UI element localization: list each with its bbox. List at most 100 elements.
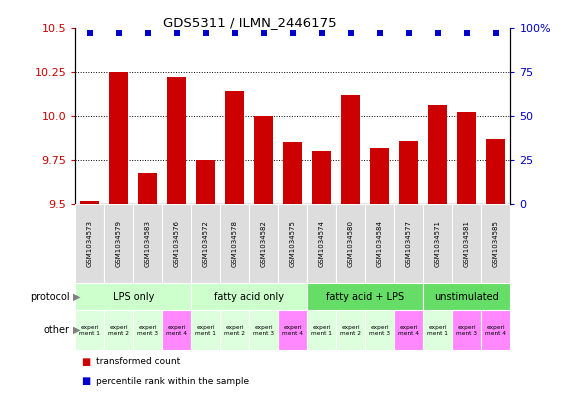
Text: ■: ■ — [81, 376, 90, 386]
Bar — [191, 204, 220, 283]
Bar — [307, 283, 423, 310]
Text: protocol: protocol — [30, 292, 70, 302]
Text: experi
ment 3: experi ment 3 — [253, 325, 274, 336]
Bar — [307, 310, 336, 350]
Bar — [423, 204, 452, 283]
Bar — [191, 283, 307, 310]
Text: experi
ment 3: experi ment 3 — [456, 325, 477, 336]
Bar — [487, 139, 505, 204]
Bar — [75, 204, 104, 283]
Text: experi
ment 2: experi ment 2 — [108, 325, 129, 336]
Text: GDS5311 / ILMN_2446175: GDS5311 / ILMN_2446175 — [162, 16, 336, 29]
Bar — [168, 77, 186, 204]
Text: experi
ment 1: experi ment 1 — [79, 325, 100, 336]
Text: LPS only: LPS only — [113, 292, 154, 302]
Text: GSM1034571: GSM1034571 — [435, 220, 441, 267]
Bar — [81, 201, 99, 204]
Bar — [191, 310, 220, 350]
Bar — [133, 310, 162, 350]
Text: GSM1034581: GSM1034581 — [464, 220, 470, 267]
Bar — [104, 310, 133, 350]
Point — [491, 29, 501, 36]
Text: GSM1034572: GSM1034572 — [203, 220, 209, 267]
Bar — [423, 310, 452, 350]
Bar — [313, 151, 331, 204]
Bar — [481, 310, 510, 350]
Bar — [394, 204, 423, 283]
Text: GSM1034573: GSM1034573 — [87, 220, 93, 267]
Point — [85, 29, 95, 36]
Text: ■: ■ — [81, 356, 90, 367]
Text: GSM1034583: GSM1034583 — [145, 220, 151, 267]
Text: GSM1034584: GSM1034584 — [377, 220, 383, 267]
Text: GSM1034574: GSM1034574 — [319, 220, 325, 267]
Bar — [394, 310, 423, 350]
Bar — [226, 91, 244, 204]
Bar — [429, 105, 447, 204]
Bar — [284, 142, 302, 204]
Bar — [139, 173, 157, 204]
Bar — [249, 310, 278, 350]
Text: GSM1034578: GSM1034578 — [232, 220, 238, 267]
Text: GSM1034576: GSM1034576 — [174, 220, 180, 267]
Text: experi
ment 2: experi ment 2 — [224, 325, 245, 336]
Text: GSM1034575: GSM1034575 — [290, 220, 296, 267]
Point — [404, 29, 414, 36]
Bar — [365, 204, 394, 283]
Bar — [452, 310, 481, 350]
Point — [375, 29, 385, 36]
Point — [172, 29, 182, 36]
Bar — [342, 95, 360, 204]
Bar — [365, 310, 394, 350]
Bar — [278, 204, 307, 283]
Bar — [255, 116, 273, 204]
Text: ▶: ▶ — [72, 325, 80, 335]
Bar — [133, 204, 162, 283]
Bar — [458, 112, 476, 204]
Bar — [452, 204, 481, 283]
Text: experi
ment 3: experi ment 3 — [137, 325, 158, 336]
Text: experi
ment 4: experi ment 4 — [398, 325, 419, 336]
Point — [259, 29, 269, 36]
Text: fatty acid only: fatty acid only — [215, 292, 284, 302]
Bar — [162, 204, 191, 283]
Bar — [481, 204, 510, 283]
Text: GSM1034579: GSM1034579 — [116, 220, 122, 267]
Point — [288, 29, 298, 36]
Text: experi
ment 4: experi ment 4 — [282, 325, 303, 336]
Text: unstimulated: unstimulated — [434, 292, 499, 302]
Text: ▶: ▶ — [72, 292, 80, 302]
Text: experi
ment 2: experi ment 2 — [340, 325, 361, 336]
Bar — [220, 204, 249, 283]
Bar — [110, 72, 128, 204]
Text: experi
ment 1: experi ment 1 — [195, 325, 216, 336]
Text: GSM1034585: GSM1034585 — [493, 220, 499, 267]
Text: transformed count: transformed count — [96, 357, 180, 366]
Point — [462, 29, 472, 36]
Text: fatty acid + LPS: fatty acid + LPS — [327, 292, 404, 302]
Point — [143, 29, 153, 36]
Bar — [423, 283, 510, 310]
Point — [433, 29, 443, 36]
Text: other: other — [44, 325, 70, 335]
Text: experi
ment 3: experi ment 3 — [369, 325, 390, 336]
Bar — [220, 310, 249, 350]
Bar — [307, 204, 336, 283]
Text: experi
ment 4: experi ment 4 — [166, 325, 187, 336]
Point — [201, 29, 211, 36]
Text: GSM1034582: GSM1034582 — [261, 220, 267, 267]
Text: experi
ment 1: experi ment 1 — [427, 325, 448, 336]
Text: percentile rank within the sample: percentile rank within the sample — [96, 377, 249, 386]
Bar — [104, 204, 133, 283]
Bar — [336, 310, 365, 350]
Point — [346, 29, 356, 36]
Point — [317, 29, 327, 36]
Bar — [400, 141, 418, 204]
Bar — [162, 310, 191, 350]
Bar — [249, 204, 278, 283]
Text: GSM1034580: GSM1034580 — [348, 220, 354, 267]
Bar — [75, 283, 191, 310]
Text: GSM1034577: GSM1034577 — [406, 220, 412, 267]
Bar — [197, 160, 215, 204]
Point — [230, 29, 240, 36]
